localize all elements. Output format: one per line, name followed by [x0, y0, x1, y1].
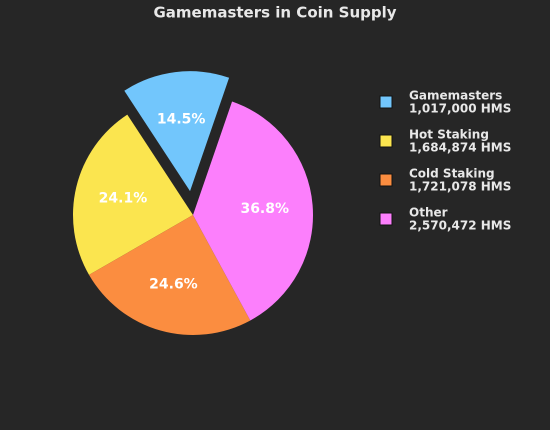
pie-slice [89, 215, 251, 335]
pie-slice [124, 71, 230, 192]
value-label: 36.8% [240, 201, 289, 217]
legend-swatch [379, 95, 393, 109]
legend-swatch [379, 212, 393, 226]
legend-swatch [379, 173, 393, 187]
pie-slice [72, 114, 193, 275]
pie-slice [193, 101, 314, 321]
value-label: 14.5% [157, 112, 206, 128]
value-label: 24.1% [99, 190, 148, 206]
legend-label: Other [409, 206, 448, 220]
legend-amount: 1,721,078 HMS [409, 180, 511, 194]
legend-label: Hot Staking [409, 128, 489, 142]
legend-amount: 1,684,874 HMS [409, 141, 511, 155]
legend-amount: 1,017,000 HMS [409, 102, 511, 116]
legend-swatch [379, 134, 393, 148]
legend-label: Cold Staking [409, 167, 495, 181]
legend-amount: 2,570,472 HMS [409, 219, 511, 233]
value-label: 24.6% [149, 276, 198, 292]
legend-label: Gamemasters [409, 89, 502, 103]
chart-title: Gamemasters in Coin Supply [153, 4, 396, 22]
